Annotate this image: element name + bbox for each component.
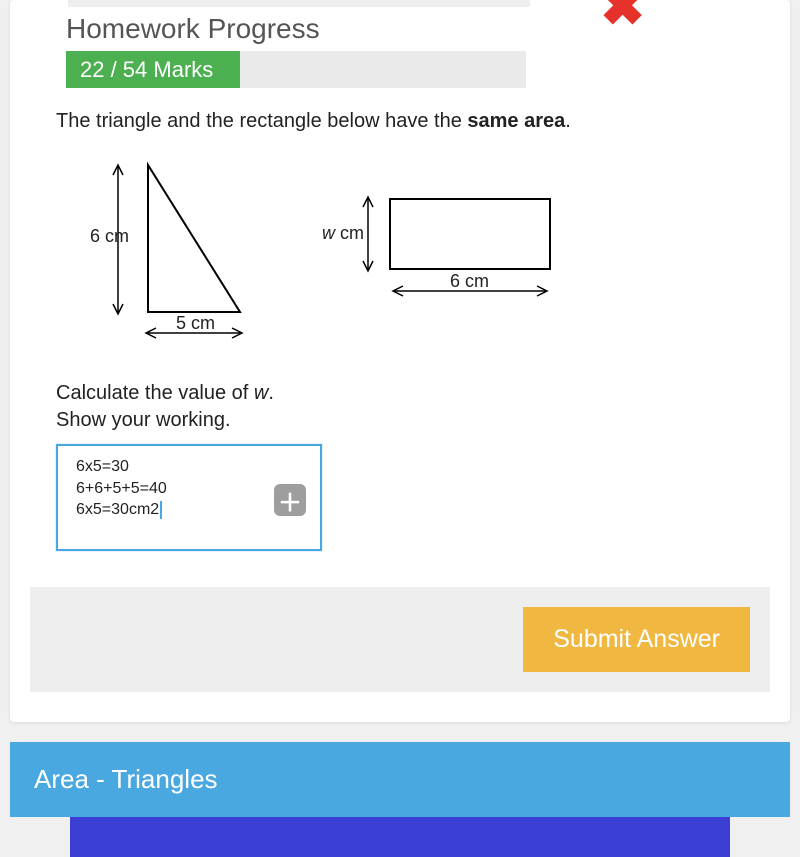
question-prefix: The triangle and the rectangle below hav… bbox=[56, 110, 467, 132]
close-icon[interactable]: ✖ bbox=[600, 0, 645, 21]
instruction-line2: Show your working. bbox=[56, 409, 231, 431]
plus-icon[interactable]: ＋ bbox=[274, 484, 306, 516]
submit-button[interactable]: Submit Answer bbox=[523, 607, 750, 672]
progress-bar: 22 / 54 Marks bbox=[66, 51, 526, 88]
top-remnant-bar bbox=[68, 0, 530, 7]
question-bold: same area bbox=[467, 110, 565, 132]
progress-title: Homework Progress bbox=[66, 13, 770, 45]
answer-input[interactable]: 6x5=30 6+6+5+5=40 6x5=30cm2 ＋ bbox=[56, 444, 322, 551]
instruction-line1-suffix: . bbox=[268, 382, 274, 404]
rectangle-figure: w cm 6 cm bbox=[320, 187, 570, 332]
triangle-base-label: 5 cm bbox=[176, 313, 215, 333]
question-suffix: . bbox=[565, 110, 571, 132]
instruction-line1-var: w bbox=[254, 382, 268, 404]
instruction-line1-prefix: Calculate the value of bbox=[56, 382, 254, 404]
triangle-svg: 6 cm 5 cm bbox=[90, 157, 270, 347]
progress-fill: 22 / 54 Marks bbox=[66, 51, 240, 88]
rectangle-svg: w cm 6 cm bbox=[320, 187, 570, 327]
caret bbox=[160, 501, 162, 519]
section-header[interactable]: Area - Triangles bbox=[10, 742, 790, 817]
instruction-text: Calculate the value of w. Show your work… bbox=[56, 380, 770, 434]
video-strip bbox=[70, 817, 730, 857]
submit-row: Submit Answer bbox=[30, 587, 770, 692]
shapes-figure: 6 cm 5 cm w cm bbox=[90, 157, 770, 352]
rect-height-label: w cm bbox=[322, 223, 364, 243]
rect-width-label: 6 cm bbox=[450, 271, 489, 291]
triangle-height-label: 6 cm bbox=[90, 226, 129, 246]
triangle-figure: 6 cm 5 cm bbox=[90, 157, 270, 352]
question-text: The triangle and the rectangle below hav… bbox=[56, 110, 770, 133]
